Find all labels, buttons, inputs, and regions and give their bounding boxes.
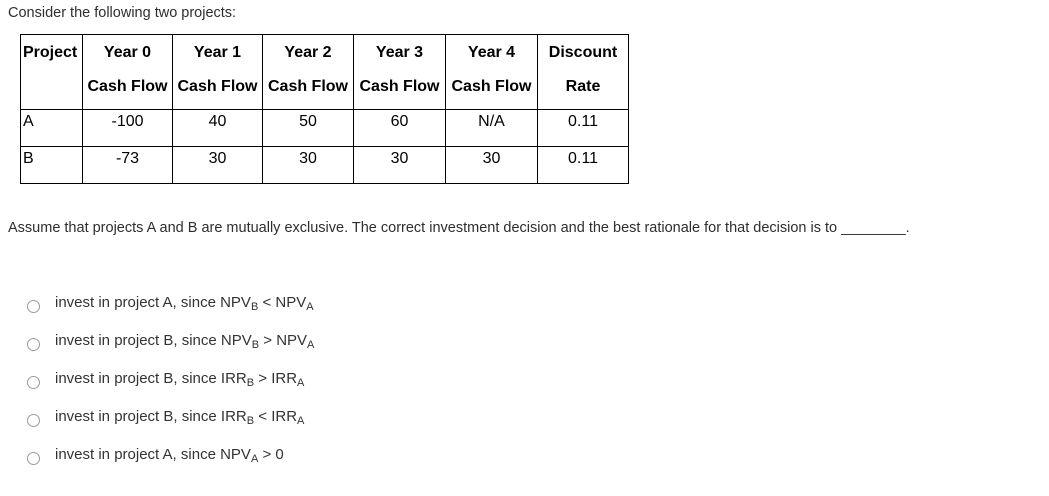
option-label-2: invest in project B, since NPVB > NPVA (55, 332, 315, 351)
cell-a-year1: 40 (172, 109, 263, 147)
radio-button-1[interactable] (27, 300, 40, 313)
cell-a-year2: 50 (262, 109, 354, 147)
header-year3: Year 3 Cash Flow (353, 34, 446, 110)
header-project: Project (20, 34, 83, 110)
table-header-row: Project Year 0 Cash Flow Year 1 Cash Flo… (20, 34, 629, 110)
intro-text: Consider the following two projects: (8, 5, 237, 21)
question-period: . (905, 220, 910, 236)
option-label-4: invest in project B, since IRRB < IRRA (55, 408, 305, 427)
cell-b-year3: 30 (353, 146, 446, 184)
radio-button-3[interactable] (27, 376, 40, 389)
question-text: Assume that projects A and B are mutuall… (8, 220, 1049, 236)
radio-option-1[interactable]: invest in project A, since NPVB < NPVA (27, 293, 1049, 313)
radio-option-2[interactable]: invest in project B, since NPVB > NPVA (27, 331, 1049, 351)
radio-option-3[interactable]: invest in project B, since IRRB > IRRA (27, 369, 1049, 389)
radio-button-5[interactable] (27, 452, 40, 465)
question-blank: ________ (841, 220, 906, 236)
radio-button-4[interactable] (27, 414, 40, 427)
header-discount-rate: Discount Rate (537, 34, 629, 110)
table-row-project-a: A -100 40 50 60 N/A 0.11 (20, 109, 629, 147)
option-label-5: invest in project A, since NPVA > 0 (55, 446, 284, 465)
cell-a-discount: 0.11 (537, 109, 629, 147)
cell-a-year0: -100 (82, 109, 173, 147)
radio-button-2[interactable] (27, 338, 40, 351)
cell-b-year0: -73 (82, 146, 173, 184)
answer-options: invest in project A, since NPVB < NPVA i… (27, 293, 1049, 465)
cell-project-a: A (20, 109, 83, 147)
cell-b-year1: 30 (172, 146, 263, 184)
cell-a-year4: N/A (445, 109, 538, 147)
cell-b-discount: 0.11 (537, 146, 629, 184)
projects-cashflow-table: Project Year 0 Cash Flow Year 1 Cash Flo… (20, 34, 629, 184)
cell-project-b: B (20, 146, 83, 184)
header-year2: Year 2 Cash Flow (262, 34, 354, 110)
header-year1: Year 1 Cash Flow (172, 34, 263, 110)
cell-a-year3: 60 (353, 109, 446, 147)
cell-b-year2: 30 (262, 146, 354, 184)
radio-option-4[interactable]: invest in project B, since IRRB < IRRA (27, 407, 1049, 427)
table-row-project-b: B -73 30 30 30 30 0.11 (20, 146, 629, 184)
radio-option-5[interactable]: invest in project A, since NPVA > 0 (27, 445, 1049, 465)
option-label-3: invest in project B, since IRRB > IRRA (55, 370, 305, 389)
option-label-1: invest in project A, since NPVB < NPVA (55, 294, 314, 313)
header-year0: Year 0 Cash Flow (82, 34, 173, 110)
cell-b-year4: 30 (445, 146, 538, 184)
header-year4: Year 4 Cash Flow (445, 34, 538, 110)
question-stem: Assume that projects A and B are mutuall… (8, 220, 842, 236)
